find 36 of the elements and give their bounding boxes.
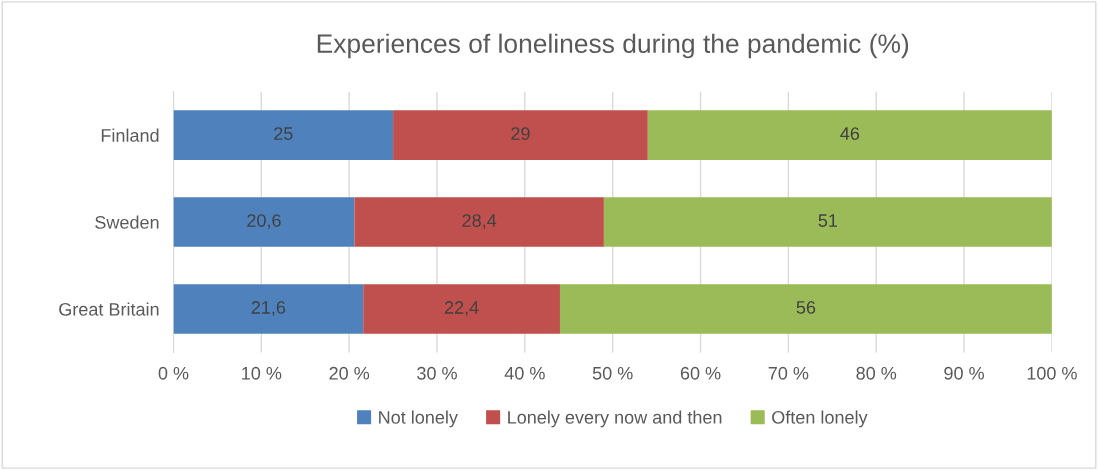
x-tick-label: 60 % <box>680 366 721 380</box>
y-tick-label: Sweden <box>95 215 159 229</box>
bar <box>173 110 394 160</box>
y-tick-label: Finland <box>101 128 159 142</box>
x-tick-label: 70 % <box>768 366 809 380</box>
data-label: 29 <box>511 127 530 140</box>
legend-label: Not lonely <box>379 410 458 428</box>
x-tick-label: 40 % <box>504 366 545 380</box>
x-tick-label: 20 % <box>329 366 370 380</box>
data-label: 51 <box>818 214 838 227</box>
x-tick-label: 90 % <box>944 366 984 380</box>
data-label: 20,6 <box>247 214 281 230</box>
data-label: 56 <box>796 301 816 314</box>
x-tick-label: 0 % <box>158 366 189 380</box>
bar <box>393 110 648 160</box>
data-label: 28,4 <box>462 214 497 230</box>
bar <box>363 284 560 334</box>
legend-label: Lonely every now and then <box>508 410 722 428</box>
data-label: 22,4 <box>444 301 479 316</box>
x-tick-label: 80 % <box>856 366 897 380</box>
x-tick-label: 10 % <box>242 366 282 380</box>
chart-title: Experiences of loneliness during the pandemic (%) <box>317 33 909 59</box>
bar <box>354 197 604 247</box>
data-label: 46 <box>840 127 860 140</box>
bar <box>173 284 364 334</box>
bar <box>647 110 1052 160</box>
data-label: 25 <box>274 127 293 140</box>
bar <box>173 197 355 247</box>
x-tick-label: 50 % <box>592 366 633 380</box>
bar <box>559 284 1052 334</box>
data-label: 21,6 <box>251 301 286 316</box>
x-tick-label: 100 % <box>1027 366 1077 380</box>
x-tick-label: 30 % <box>417 366 457 380</box>
bar <box>603 197 1052 247</box>
y-tick-label: Great Britain <box>59 302 159 316</box>
legend-label: Often lonely <box>772 410 868 428</box>
